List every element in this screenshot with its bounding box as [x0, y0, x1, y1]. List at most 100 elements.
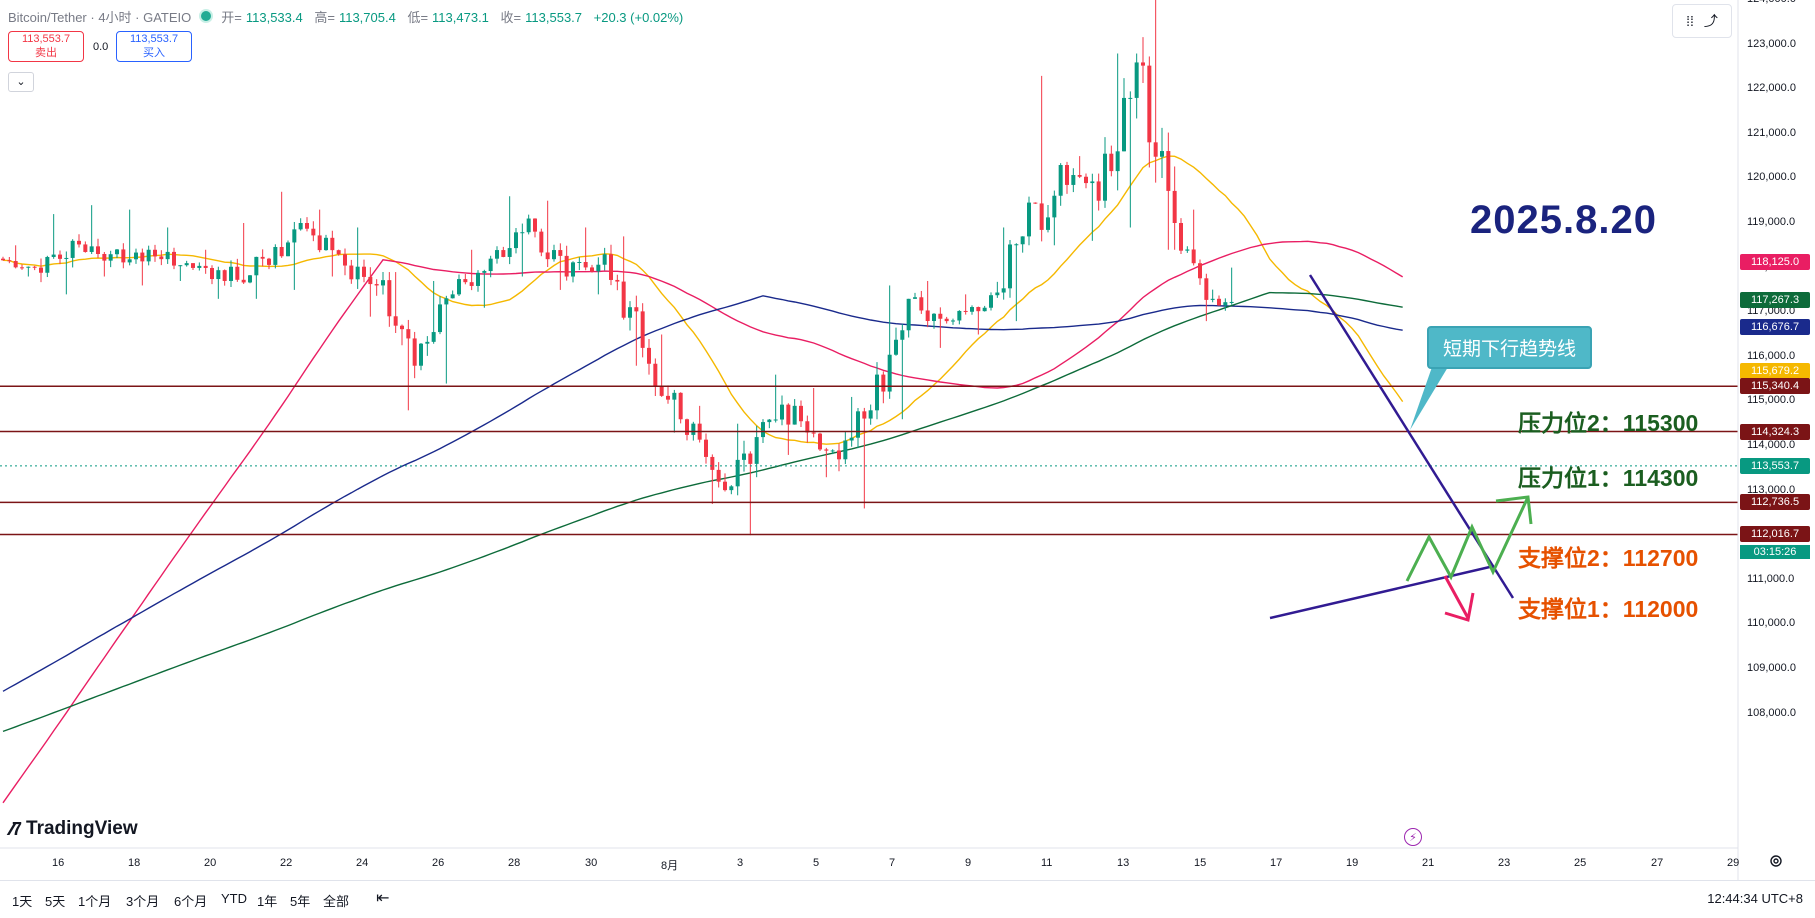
candle-body	[210, 267, 214, 280]
time-tick-label: 5	[813, 857, 820, 869]
candle-body	[792, 405, 797, 425]
candle-body	[381, 280, 385, 286]
goto-date-icon[interactable]: ⇤	[376, 890, 390, 907]
tradingview-mark-icon: ⁄⁄7	[10, 818, 22, 839]
candle-body	[539, 231, 544, 253]
candle-body	[1033, 202, 1038, 204]
candle-body	[906, 298, 911, 331]
range-button[interactable]: 1个月	[78, 894, 112, 909]
buy-price: 113,553.7	[129, 33, 179, 45]
drawing-tools-button[interactable]: ⁞⁞ ⤴	[1672, 4, 1732, 38]
range-button[interactable]: 全部	[323, 894, 350, 909]
price-tag: 116,676.7	[1740, 318, 1810, 335]
candle-body	[951, 320, 955, 322]
range-button[interactable]: YTD	[221, 891, 247, 906]
tradingview-logo[interactable]: ⁄⁄7 TradingView	[10, 818, 138, 840]
price-tag: 113,553.7	[1740, 457, 1810, 474]
candle-body	[533, 218, 537, 232]
horizontal-levels	[0, 385, 1738, 536]
candle-body	[1191, 249, 1196, 264]
candle-body	[317, 235, 322, 251]
time-tick-label: 15	[1194, 857, 1207, 869]
change-value: +20.3 (+0.02%)	[593, 9, 684, 25]
candle-body	[1090, 181, 1095, 184]
price-tag: 115,679.2	[1740, 363, 1810, 380]
candle-body	[406, 329, 411, 339]
support-trend-line	[1269, 564, 1495, 620]
candle-body	[45, 256, 50, 273]
time-tick-label: 11	[1041, 857, 1053, 869]
price-tag: 112,016.7	[1740, 526, 1810, 543]
candle-body	[609, 254, 613, 280]
candle-body	[51, 254, 56, 257]
tradingview-wordmark: TradingView	[26, 818, 138, 839]
gear-icon[interactable]	[1769, 854, 1783, 868]
candle-body	[742, 453, 746, 460]
candle-body	[1058, 165, 1063, 196]
price-tick-label: 109,000.0	[1747, 662, 1796, 674]
clock[interactable]: 12:44:34 UTC+8	[1707, 891, 1803, 906]
range-button[interactable]: 1天	[12, 894, 33, 909]
price-tick-label: 116,000.0	[1747, 349, 1796, 362]
bearish-arrow-head	[1444, 592, 1475, 622]
date-title: 2025.8.20	[1470, 198, 1657, 242]
bearish-arrow	[1443, 575, 1470, 619]
collapse-legend-button[interactable]: ⌄	[8, 72, 34, 92]
candle-body	[438, 304, 442, 333]
time-tick-label: 20	[204, 857, 217, 869]
candle-body	[634, 307, 639, 312]
candle-body	[799, 405, 803, 422]
range-button[interactable]: 1年	[257, 894, 278, 909]
candle-body	[482, 271, 487, 273]
candle-body	[1229, 301, 1234, 303]
candle-body	[70, 240, 75, 258]
low-value: 113,473.1	[432, 9, 489, 25]
candle-body	[735, 459, 740, 487]
candle-body	[191, 263, 195, 268]
range-button[interactable]: 5年	[290, 894, 311, 909]
candle-body	[336, 250, 341, 255]
candle-body	[1217, 298, 1221, 306]
price-tick-label: 120,000.0	[1747, 171, 1796, 184]
trendline-callout[interactable]: 短期下行趋势线	[1427, 326, 1592, 369]
candle-body	[767, 419, 772, 423]
symbol-name[interactable]: Bitcoin/Tether · 4小时 · GATEIO	[8, 9, 192, 25]
candle-body	[970, 307, 974, 312]
buy-button[interactable]: 113,553.7 买入	[116, 31, 192, 62]
candle-body	[811, 432, 816, 434]
candle-body	[393, 316, 398, 326]
candle-body	[83, 244, 88, 252]
dots-icon: ⁞⁞	[1686, 13, 1694, 29]
time-tick-label: 25	[1574, 857, 1587, 869]
bottom-toolbar: 1天 5天 1个月 3个月 6个月 YTD 1年 5年 全部 ⇤ 12:44:34 UTC+8	[0, 880, 1815, 918]
candle-body	[621, 281, 626, 318]
candle-body	[32, 266, 37, 268]
candle-body	[640, 311, 645, 348]
candle-body	[178, 265, 183, 267]
candle-body	[1001, 288, 1006, 293]
candle-body	[976, 307, 981, 312]
price-tick-label: 110,000.0	[1747, 617, 1796, 630]
candle-body	[1141, 62, 1145, 66]
range-button[interactable]: 3个月	[126, 894, 160, 909]
sell-button[interactable]: 113,553.7 卖出	[8, 31, 84, 62]
candle-body	[894, 339, 898, 355]
candle-body	[267, 258, 271, 265]
lightning-icon[interactable]: ⚡	[1404, 828, 1422, 846]
candle-body	[216, 270, 221, 280]
time-tick-label: 21	[1422, 857, 1435, 869]
time-tick-label: 9	[965, 857, 972, 869]
range-button[interactable]: 6个月	[174, 894, 208, 909]
candle-body	[647, 347, 651, 364]
spread-value: 0.0	[93, 41, 109, 53]
candle-body	[628, 307, 632, 318]
range-button[interactable]: 5天	[45, 894, 66, 909]
candle-body	[260, 256, 265, 259]
support2-label: 支撑位2：112700	[1518, 545, 1699, 571]
price-tick-label: 119,000.0	[1747, 216, 1796, 228]
candle-body	[368, 276, 373, 285]
time-tick-label: 24	[356, 857, 369, 869]
candle-body	[286, 242, 290, 257]
resistance1-label: 压力位1：114300	[1518, 465, 1699, 491]
